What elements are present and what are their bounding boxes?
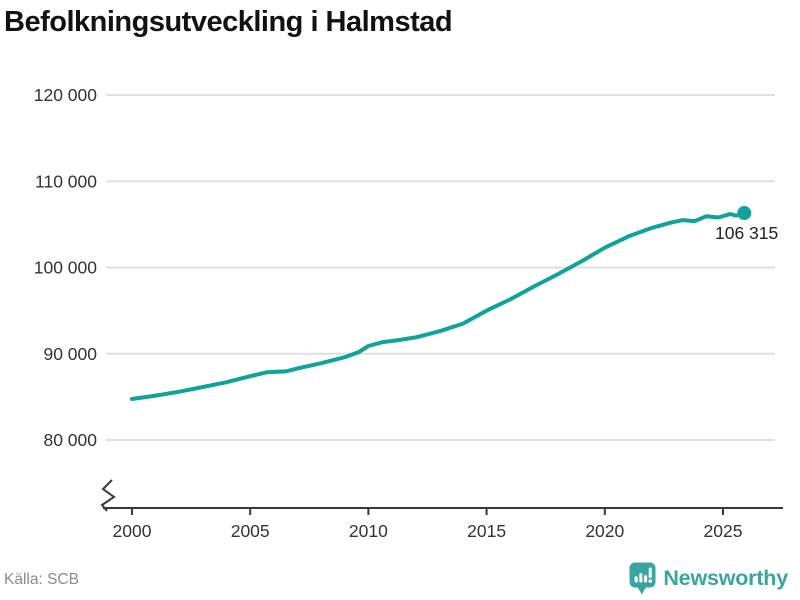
brand-name: Newsworthy — [663, 566, 788, 590]
latest-value-label: 106 315 — [715, 223, 778, 243]
gridlines: 80 000 90 000 100 000 110 000 120 000 — [34, 85, 775, 450]
population-line — [130, 211, 747, 401]
source-label: Källa: SCB — [4, 571, 79, 588]
x-axis: 2000 2005 2010 2015 2020 2025 — [100, 479, 783, 541]
x-tick-label: 2025 — [704, 521, 743, 541]
chart-title: Befolkningsutveckling i Halmstad — [4, 6, 453, 38]
x-tick-label: 2000 — [113, 521, 152, 541]
y-tick-label: 100 000 — [34, 258, 98, 278]
population-series: 106 315 — [130, 206, 778, 401]
x-tick-label: 2020 — [585, 521, 624, 541]
bar-chart-pin-icon — [629, 562, 656, 595]
x-tick-label: 2015 — [467, 521, 506, 541]
x-tick-label: 2010 — [349, 521, 388, 541]
brand-logo: Newsworthy — [629, 562, 788, 595]
latest-point-dot — [737, 206, 752, 221]
x-tick-label: 2005 — [231, 521, 270, 541]
y-tick-label: 90 000 — [43, 344, 97, 364]
y-tick-label: 110 000 — [35, 171, 97, 191]
y-tick-label: 120 000 — [34, 85, 98, 105]
y-tick-label: 80 000 — [43, 430, 97, 450]
axis-break-icon — [100, 479, 116, 512]
